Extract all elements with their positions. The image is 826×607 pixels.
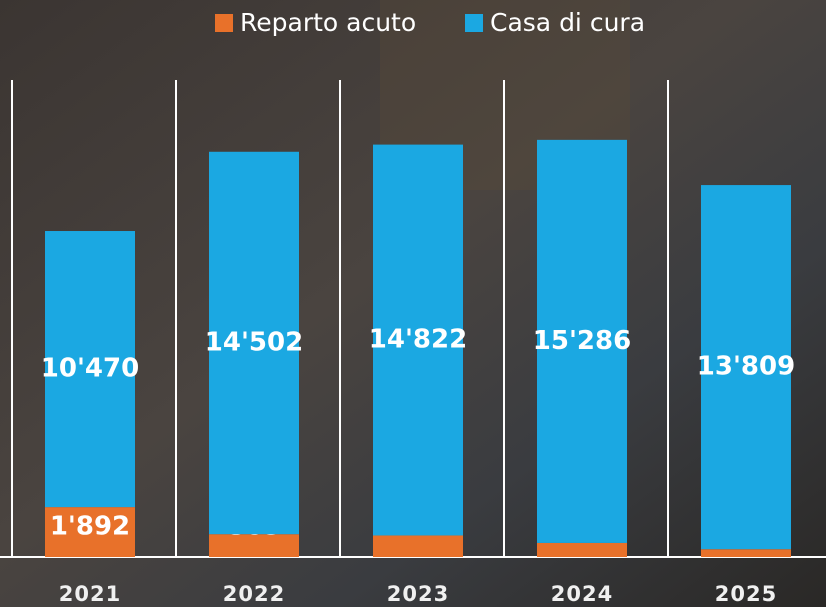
bar-segment	[537, 543, 627, 557]
x-tick-label: 2023	[387, 582, 449, 606]
legend-label: Reparto acuto	[240, 8, 416, 37]
x-tick-label: 2025	[715, 582, 777, 606]
chart: Reparto acuto Casa di cura 1'892 10'470 2021…	[0, 0, 826, 607]
page: Reparto acuto Casa di cura 1'892 10'470 2021…	[0, 0, 826, 607]
value-label: 14'822	[369, 325, 467, 355]
x-tick-label: 2022	[223, 582, 285, 606]
x-tick-label: 2021	[59, 582, 121, 606]
value-label: 1'892	[50, 512, 130, 542]
bar-segment	[701, 549, 791, 557]
legend-label: Casa di cura	[490, 8, 645, 37]
legend-swatch	[215, 14, 233, 32]
value-label: 10'470	[41, 354, 139, 384]
value-label: 13'809	[697, 352, 795, 382]
value-label: 14'502	[205, 327, 303, 357]
legend-swatch	[465, 14, 483, 32]
x-tick-label: 2024	[551, 582, 613, 606]
value-label: 15'286	[533, 326, 631, 356]
